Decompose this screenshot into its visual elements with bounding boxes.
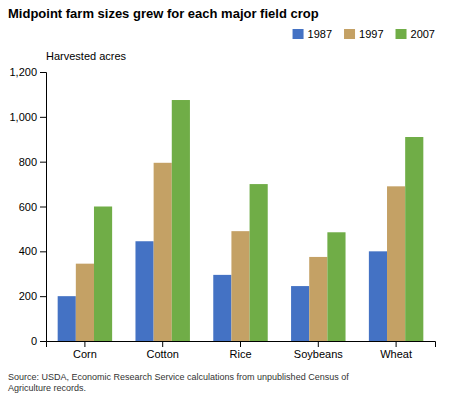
x-tick-label: Rice xyxy=(229,348,251,360)
legend-label: 1997 xyxy=(359,28,383,40)
x-tick: Cotton xyxy=(146,341,178,360)
y-tick: 1,000 xyxy=(9,111,46,123)
y-tick-label: 0 xyxy=(31,335,37,347)
bar xyxy=(291,286,309,341)
bar xyxy=(369,251,387,341)
legend-swatch xyxy=(396,29,407,39)
x-tick-label: Soybeans xyxy=(294,348,343,360)
y-tick-mark xyxy=(40,251,46,252)
x-tick-mark xyxy=(318,341,319,347)
x-tick-label: Corn xyxy=(73,348,97,360)
bar xyxy=(327,232,345,341)
bar xyxy=(154,163,172,341)
y-tick-label: 1,000 xyxy=(9,111,37,123)
legend-item: 1997 xyxy=(344,28,383,40)
x-tick: Soybeans xyxy=(294,341,343,360)
legend-label: 1987 xyxy=(308,28,332,40)
x-tick-mark xyxy=(240,341,241,347)
bar-series xyxy=(94,100,423,341)
y-tick-label: 400 xyxy=(19,245,37,257)
y-tick: 200 xyxy=(19,290,46,302)
y-tick-label: 1,200 xyxy=(9,66,37,78)
y-tick: 600 xyxy=(19,201,46,213)
bar xyxy=(58,296,76,341)
bar xyxy=(231,231,249,341)
legend: 1987 1997 2007 xyxy=(293,28,435,40)
bar xyxy=(135,241,153,341)
title: Midpoint farm sizes grew for each major … xyxy=(8,6,319,21)
bar-series xyxy=(76,163,405,341)
bar xyxy=(387,186,405,341)
bar xyxy=(309,257,327,341)
source: Source: USDA, Economic Research Service … xyxy=(8,372,349,393)
y-tick-label: 200 xyxy=(19,290,37,302)
x-tick: Rice xyxy=(229,341,251,360)
bar xyxy=(76,264,94,341)
bar xyxy=(213,275,231,341)
y-tick: 800 xyxy=(19,156,46,168)
legend-item: 2007 xyxy=(396,28,435,40)
y-tick: 400 xyxy=(19,245,46,257)
legend-swatch xyxy=(293,29,304,39)
x-tick-label: Wheat xyxy=(380,348,412,360)
chart: Midpoint farm sizes grew for each major … xyxy=(0,0,449,397)
x-tick: Wheat xyxy=(380,341,412,360)
y-axis-line xyxy=(40,73,47,342)
legend-label: 2007 xyxy=(411,28,435,40)
bar xyxy=(250,184,268,341)
y-tick-mark xyxy=(40,296,46,297)
y-tick-mark xyxy=(40,341,46,342)
y-tick-mark xyxy=(40,162,46,163)
y-tick-mark xyxy=(40,72,46,73)
bar xyxy=(405,137,423,341)
x-tick: Corn xyxy=(73,341,97,360)
y-tick-mark xyxy=(40,117,46,118)
legend-swatch xyxy=(344,29,355,39)
y-tick: 0 xyxy=(31,335,46,347)
bars xyxy=(58,100,424,341)
y-tick-label: 600 xyxy=(19,201,37,213)
y-tick-label: 800 xyxy=(19,156,37,168)
x-axis: Corn Cotton Rice Soybeans Wheat xyxy=(47,341,436,360)
bar xyxy=(172,100,190,341)
bar xyxy=(94,207,112,342)
x-tick-mark xyxy=(84,341,85,347)
x-tick-label: Cotton xyxy=(146,348,178,360)
y-tick-mark xyxy=(40,207,46,208)
x-tick-mark xyxy=(162,341,163,347)
plot: 0 200 400 600 800 1,000 1,200 Corn Cotton Rice Soy… xyxy=(9,66,435,360)
x-tick-mark xyxy=(396,341,397,347)
x-axis-line xyxy=(47,342,436,348)
y-tick: 1,200 xyxy=(9,66,46,78)
legend-item: 1987 xyxy=(293,28,332,40)
y-axis: 0 200 400 600 800 1,000 1,200 xyxy=(9,66,46,347)
y-axis-label: Harvested acres xyxy=(46,50,127,62)
